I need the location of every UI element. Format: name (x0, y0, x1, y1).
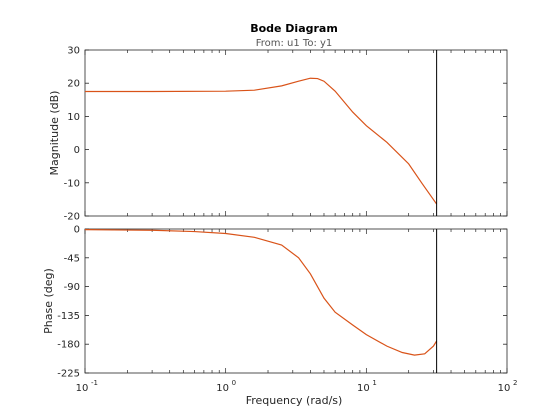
magnitude-y-label: Magnitude (dB) (48, 91, 61, 176)
x-tick-label-exponent: 2 (513, 379, 517, 387)
magnitude-y-tick-label: 30 (67, 46, 80, 57)
chart-title: Bode Diagram (250, 22, 338, 35)
magnitude-y-tick-label: 0 (74, 145, 80, 156)
phase-y-ticks: -225 -180 -135 -90 -45 0 (57, 225, 507, 380)
magnitude-x-ticks (84, 50, 508, 216)
magnitude-y-tick-label: -10 (64, 178, 80, 189)
magnitude-y-tick-label: -20 (64, 212, 80, 223)
phase-y-label: Phase (deg) (42, 268, 55, 334)
phase-y-tick-label: -90 (64, 282, 80, 293)
phase-series-line (84, 229, 438, 356)
x-tick-label: 10 (76, 383, 89, 394)
phase-plot-area (84, 228, 508, 374)
magnitude-y-ticks: -20 -10 0 10 20 30 (64, 46, 507, 223)
x-tick-label: 10 (498, 383, 511, 394)
phase-panel: -225 -180 -135 -90 -45 0 Phase (deg) (42, 225, 508, 380)
phase-y-tick-label: -225 (57, 369, 80, 380)
chart-subtitle: From: u1 To: y1 (256, 38, 333, 49)
magnitude-y-tick-label: 10 (67, 112, 80, 123)
x-tick-label: 10 (357, 383, 370, 394)
phase-y-tick-label: -180 (57, 340, 80, 351)
x-tick-labels: 10 -1 10 0 10 1 10 2 (76, 379, 518, 394)
phase-y-tick-label: -135 (57, 311, 80, 322)
magnitude-plot-area (84, 49, 508, 217)
phase-y-tick-label: 0 (74, 225, 80, 236)
x-tick-label-exponent: 0 (232, 379, 236, 387)
magnitude-panel: -20 -10 0 10 20 30 Magnitude (dB) (48, 46, 508, 223)
x-axis-label: Frequency (rad/s) (246, 394, 343, 407)
x-tick-label-exponent: 1 (372, 379, 376, 387)
x-tick-label: 10 (216, 383, 229, 394)
magnitude-series-line (85, 77, 438, 205)
x-tick-label-exponent: -1 (91, 379, 98, 387)
phase-y-tick-label: -45 (64, 253, 80, 264)
magnitude-y-tick-label: 20 (67, 79, 80, 90)
